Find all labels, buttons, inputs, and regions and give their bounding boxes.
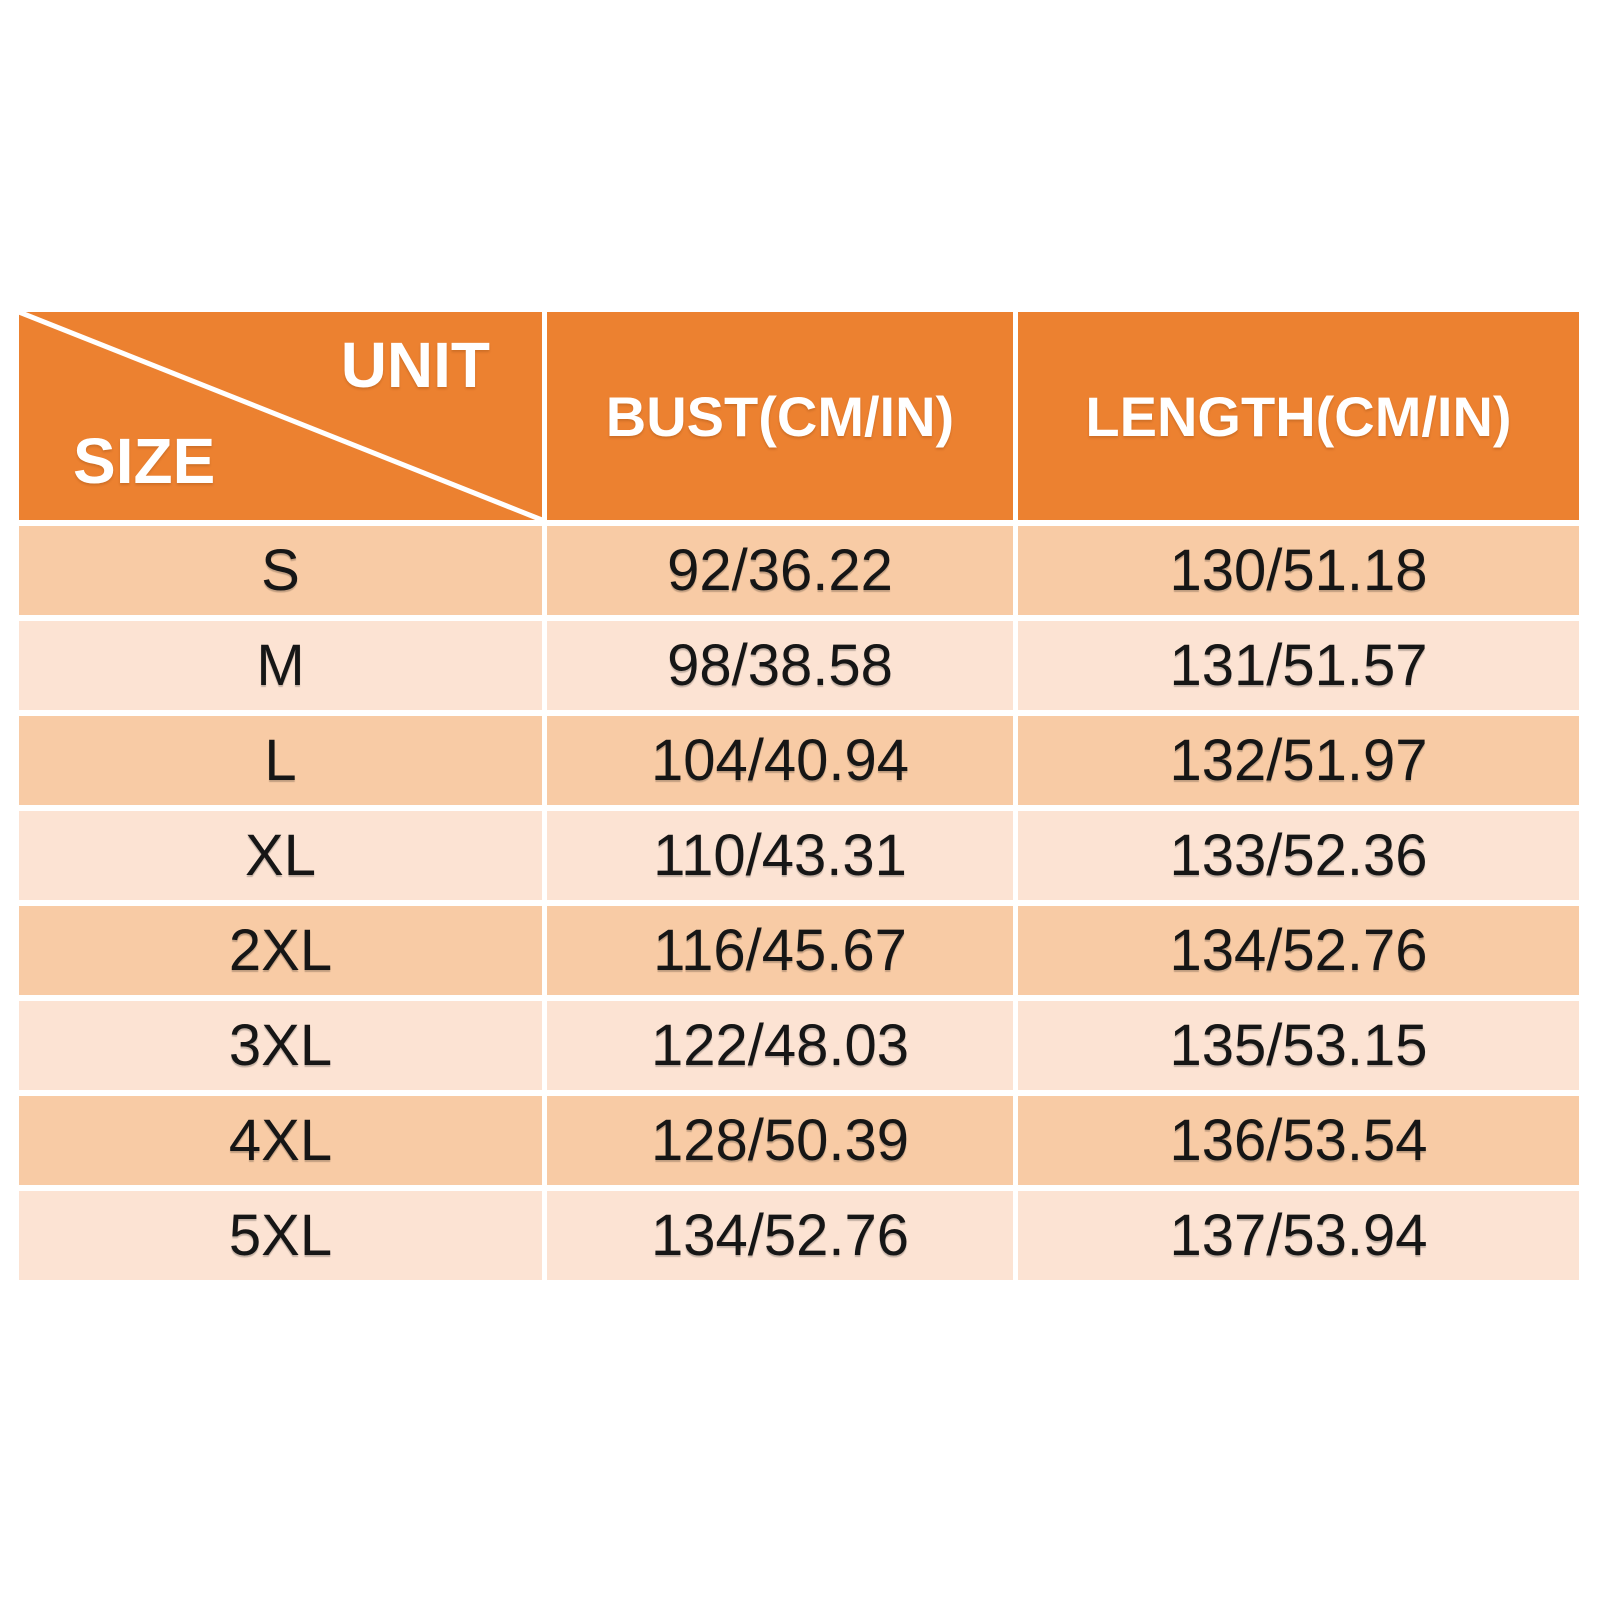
cell-size: 5XL bbox=[19, 1191, 542, 1280]
cell-size: 2XL bbox=[19, 906, 542, 995]
cell-size: M bbox=[19, 621, 542, 710]
cell-size: S bbox=[19, 526, 542, 615]
cell-size: XL bbox=[19, 811, 542, 900]
size-chart-table: UNIT SIZE BUST(CM/IN) LENGTH(CM/IN) S 92… bbox=[19, 312, 1579, 1280]
cell-size: L bbox=[19, 716, 542, 805]
cell-bust: 116/45.67 bbox=[547, 906, 1013, 995]
cell-bust: 110/43.31 bbox=[547, 811, 1013, 900]
cell-bust: 128/50.39 bbox=[547, 1096, 1013, 1185]
cell-length: 132/51.97 bbox=[1018, 716, 1579, 805]
cell-length: 137/53.94 bbox=[1018, 1191, 1579, 1280]
cell-bust: 122/48.03 bbox=[547, 1001, 1013, 1090]
corner-header-cell: UNIT SIZE bbox=[19, 312, 542, 520]
cell-bust: 92/36.22 bbox=[547, 526, 1013, 615]
cell-length: 134/52.76 bbox=[1018, 906, 1579, 995]
size-label: SIZE bbox=[73, 425, 216, 497]
column-header-bust: BUST(CM/IN) bbox=[547, 312, 1013, 520]
unit-label: UNIT bbox=[340, 329, 490, 401]
cell-length: 136/53.54 bbox=[1018, 1096, 1579, 1185]
diagonal-divider bbox=[19, 312, 542, 520]
cell-size: 4XL bbox=[19, 1096, 542, 1185]
cell-bust: 104/40.94 bbox=[547, 716, 1013, 805]
cell-length: 133/52.36 bbox=[1018, 811, 1579, 900]
cell-bust: 134/52.76 bbox=[547, 1191, 1013, 1280]
cell-length: 135/53.15 bbox=[1018, 1001, 1579, 1090]
cell-size: 3XL bbox=[19, 1001, 542, 1090]
cell-length: 131/51.57 bbox=[1018, 621, 1579, 710]
cell-length: 130/51.18 bbox=[1018, 526, 1579, 615]
column-header-length: LENGTH(CM/IN) bbox=[1018, 312, 1579, 520]
cell-bust: 98/38.58 bbox=[547, 621, 1013, 710]
